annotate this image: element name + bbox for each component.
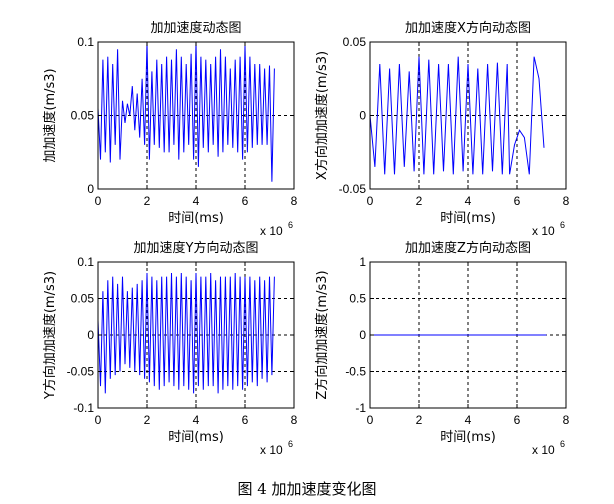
x-multiplier-exponent: 6 [288, 439, 293, 449]
subplot-2: 0 2 4 6 8-0.0500.05加加速度X方向动态图时间(ms)X方向加加速度(m… [314, 20, 570, 238]
y-tick-label: -0.05 [67, 365, 95, 379]
x-tick-label: 2 [144, 194, 151, 208]
y-tick-label: -0.1 [73, 401, 94, 415]
x-multiplier-exponent: 6 [560, 220, 565, 230]
chart-title: 加加速度动态图 [150, 20, 241, 36]
y-axis-label: Y方向加加速度(m/s3) [42, 271, 58, 400]
x-multiplier: x 10 [532, 443, 555, 457]
chart-title: 加加速度X方向动态图 [405, 20, 531, 36]
y-tick-label: 0.05 [71, 109, 95, 123]
y-axis-label: Z方向加加速度(m/s3) [314, 270, 330, 399]
x-tick-label: 6 [514, 413, 521, 427]
y-tick-label: -1 [355, 401, 366, 415]
figure-caption: 图 4 加加速度变化图 [237, 480, 377, 498]
x-tick-label: 0 [367, 194, 374, 208]
x-tick-label: 0 [95, 194, 102, 208]
y-tick-label: 0 [359, 109, 366, 123]
y-tick-label: 0 [87, 182, 94, 196]
series-line-1 [369, 56, 545, 175]
y-tick-label: 0 [359, 328, 366, 342]
y-tick-label: 0.05 [343, 35, 367, 49]
x-axis-label: 时间(ms) [168, 430, 224, 445]
x-multiplier-exponent: 6 [288, 220, 293, 230]
x-axis-label: 时间(ms) [440, 430, 496, 445]
y-axis-label: 加加速度(m/s3) [42, 68, 58, 162]
chart-title: 加加速度Y方向动态图 [134, 240, 259, 256]
x-multiplier: x 10 [260, 443, 283, 457]
x-tick-label: 8 [563, 413, 570, 427]
x-tick-label: 4 [193, 413, 200, 427]
x-axis-label: 时间(ms) [440, 211, 496, 226]
x-axis-label: 时间(ms) [168, 211, 224, 226]
y-tick-label: -0.05 [339, 182, 367, 196]
x-tick-label: 4 [465, 413, 472, 427]
x-tick-label: 8 [291, 194, 298, 208]
x-tick-label: 8 [291, 413, 298, 427]
x-tick-label: 0 [95, 413, 102, 427]
x-multiplier: x 10 [260, 224, 283, 238]
x-tick-label: 2 [416, 413, 423, 427]
x-tick-label: 2 [144, 413, 151, 427]
x-multiplier-exponent: 6 [560, 439, 565, 449]
x-tick-label: 4 [193, 194, 200, 208]
y-tick-label: 0.1 [77, 255, 94, 269]
y-tick-label: 0 [87, 328, 94, 342]
x-tick-label: 6 [514, 194, 521, 208]
y-tick-label: 0.1 [77, 35, 94, 49]
x-tick-label: 4 [465, 194, 472, 208]
x-tick-label: 8 [563, 194, 570, 208]
y-tick-label: 0.5 [349, 292, 366, 306]
x-tick-label: 6 [242, 413, 249, 427]
x-tick-label: 6 [242, 194, 249, 208]
y-tick-label: 1 [359, 255, 366, 269]
x-multiplier: x 10 [532, 224, 555, 238]
y-tick-label: -0.5 [345, 365, 366, 379]
series-line-1 [97, 272, 275, 394]
x-tick-label: 2 [416, 194, 423, 208]
y-axis-label: X方向加加速度(m/s3) [314, 51, 330, 180]
y-tick-label: 0.05 [71, 292, 95, 306]
x-tick-label: 0 [367, 413, 374, 427]
chart-title: 加加速度Z方向动态图 [405, 240, 531, 256]
